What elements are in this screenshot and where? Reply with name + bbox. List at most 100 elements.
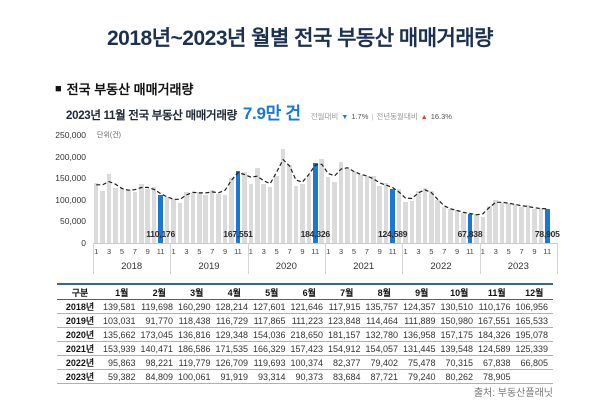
x-axis-month-tick: 9 <box>300 247 305 256</box>
highlight-bar-value-label: 78,905 <box>534 229 560 239</box>
bar-2022-8 <box>448 208 453 243</box>
table-cell-value: 135,757 <box>365 299 403 314</box>
table-row-year-label: 2021년 <box>57 341 103 356</box>
bar-2019-4 <box>190 192 196 243</box>
bar-2020-3 <box>261 183 267 243</box>
table-cell-value: 70,315 <box>440 355 478 370</box>
x-axis-month-tick: 11 <box>543 247 552 256</box>
y-axis-tick-label: 0 <box>81 238 86 248</box>
year-group-separator <box>402 243 404 274</box>
table-cell-value: 131,445 <box>403 341 441 356</box>
table-cell-value: 90,373 <box>290 369 328 384</box>
x-axis-month-tick: 3 <box>106 247 112 256</box>
x-axis-month-tick: 1 <box>248 247 253 256</box>
bar-2023-3 <box>493 199 499 243</box>
table-cell-value: 100,061 <box>178 369 216 384</box>
table-cell-value: 79,240 <box>403 369 441 384</box>
x-axis-month-tick: 5 <box>119 247 125 256</box>
bar-2020-6 <box>280 148 286 243</box>
bar-2019-10 <box>229 177 234 243</box>
bar-2023-5 <box>506 202 511 243</box>
page-title: 2018년~2023년 월별 전국 부동산 매매거래량 <box>106 27 494 50</box>
table-cell-value: 119,698 <box>140 299 178 314</box>
x-axis-month-tick: 7 <box>287 247 292 256</box>
bar-2020-8 <box>293 185 299 243</box>
bar-2019-9 <box>222 194 228 243</box>
chart-section-title: 전국 부동산 매매거래량 <box>66 82 194 97</box>
x-axis-month-tick: 7 <box>519 247 524 256</box>
table-cell-value: 124,589 <box>478 341 516 356</box>
chart-section-heading: ■ 전국 부동산 매매거래량 <box>55 79 193 98</box>
table-cell-value: 83,684 <box>328 369 366 384</box>
x-axis-month-tick: 1 <box>94 247 99 256</box>
year-group-separator <box>557 243 558 274</box>
x-axis-year-label: 2018 <box>121 261 143 272</box>
bar-2019-7 <box>209 189 215 243</box>
table-cell-value: 59,382 <box>103 369 141 384</box>
trend-dashed-line <box>96 158 548 216</box>
table-row-year-label: 2018년 <box>57 299 103 314</box>
table-cell-value: 110,176 <box>478 299 516 314</box>
bar-2020-1 <box>248 184 254 243</box>
x-axis-month-tick: 11 <box>234 247 242 256</box>
bar-2018-10 <box>151 186 157 243</box>
x-axis-month-tick: 11 <box>156 247 165 256</box>
table-col-header: 2월 <box>140 284 178 300</box>
table-cell-value: 171,535 <box>215 341 253 356</box>
y-axis-tick-label: 200,000 <box>55 151 86 162</box>
bar-2020-12 <box>319 158 325 243</box>
table-row: 2018년 139,581 119,698 160,290 128,214 127,601… <box>57 299 553 314</box>
bar-2021-10 <box>383 182 389 243</box>
x-axis-month-tick: 7 <box>442 247 447 256</box>
bar-2021-2 <box>332 182 337 243</box>
table-cell-value: 98,221 <box>140 355 178 370</box>
bar-2021-9 <box>377 186 383 243</box>
highlight-bar-value-label: 110,176 <box>146 229 176 239</box>
table-cell-value: 118,438 <box>178 313 216 328</box>
y-axis-tick-label: 100,000 <box>55 194 86 205</box>
table-cell-value: 67,838 <box>478 355 516 370</box>
table-cell-value <box>515 369 553 384</box>
table-row: 2020년 135,662 173,045 136,816 129,348 154,036… <box>57 327 553 342</box>
table-cell-value: 103,031 <box>103 313 141 328</box>
bar-2018-4 <box>113 187 118 243</box>
table-col-header: 4월 <box>215 284 253 300</box>
table-body: 2018년 139,581 119,698 160,290 128,214 127,601… <box>57 299 553 384</box>
y-axis-tick-label: 250,000 <box>55 130 86 140</box>
table-cell-value: 195,078 <box>515 327 553 342</box>
bar-2023-4 <box>499 203 505 243</box>
table-cell-value: 84,809 <box>140 369 178 384</box>
table-col-header: 10월 <box>440 284 478 300</box>
table-cell-value: 79,402 <box>365 355 403 370</box>
table-cell-value: 78,905 <box>478 369 516 384</box>
bar-2020-4 <box>267 187 273 243</box>
table-cell-value: 181,157 <box>328 327 366 342</box>
bar-2022-1 <box>403 201 408 243</box>
table-col-header: 3월 <box>178 284 216 300</box>
x-axis-year-label: 2022 <box>430 261 452 272</box>
highlight-bar-2021-11 <box>390 189 395 243</box>
table-cell-value: 114,464 <box>365 313 403 328</box>
x-axis-month-tick: 5 <box>274 247 279 256</box>
highlight-bar-2018-11 <box>158 195 163 243</box>
table-cell-value: 119,779 <box>178 355 216 370</box>
table-cell-value: 140,471 <box>140 341 178 356</box>
stats-divider: | <box>371 112 374 121</box>
table-row-year-label: 2020년 <box>57 327 103 342</box>
x-axis-month-tick: 1 <box>480 247 485 256</box>
bar-2018-8 <box>139 184 144 243</box>
year-group-separator <box>170 243 172 274</box>
bar-2020-9 <box>300 183 305 243</box>
table-row-year-label: 2019년 <box>57 313 103 328</box>
highlight-bar-value-label: 67,838 <box>457 229 483 239</box>
bar-2020-7 <box>287 164 292 243</box>
table-cell-value: 136,816 <box>178 327 216 342</box>
table-col-header: 구분 <box>57 284 103 300</box>
x-axis-month-tick: 1 <box>403 247 408 256</box>
x-axis-month-tick: 9 <box>377 247 382 256</box>
bar-2023-10 <box>538 208 544 243</box>
table-cell-value: 157,175 <box>440 327 478 342</box>
x-axis-month-tick: 9 <box>532 247 537 256</box>
bar-2018-2 <box>100 191 105 243</box>
bar-2019-3 <box>184 191 189 243</box>
